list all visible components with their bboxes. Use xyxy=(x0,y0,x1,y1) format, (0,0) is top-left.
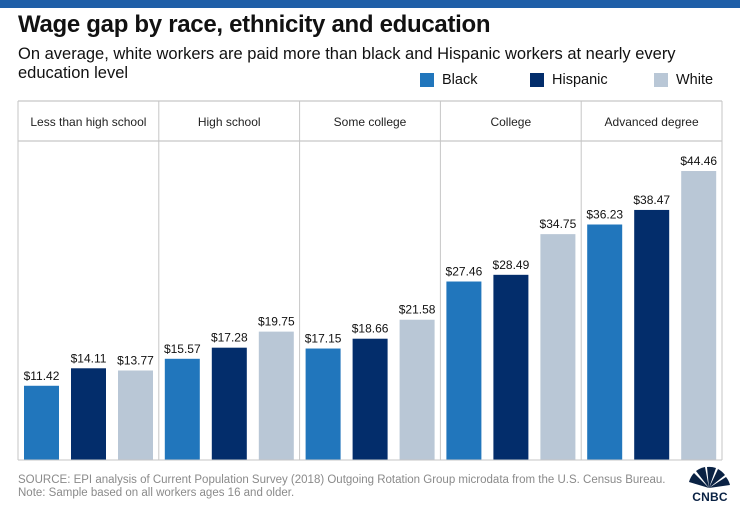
data-label-black: $15.57 xyxy=(164,342,201,356)
legend-swatch-hispanic xyxy=(530,73,544,87)
data-label-white: $21.58 xyxy=(399,303,436,317)
data-label-hispanic: $17.28 xyxy=(211,331,248,345)
data-label-white: $44.46 xyxy=(680,154,717,168)
data-label-white: $19.75 xyxy=(258,315,295,329)
source-text: SOURCE: EPI analysis of Current Populati… xyxy=(18,474,666,486)
data-label-black: $27.46 xyxy=(446,265,483,279)
bar-white xyxy=(681,171,717,460)
cnbc-peacock-icon xyxy=(689,466,730,488)
bar-black xyxy=(305,348,341,460)
data-label-white: $34.75 xyxy=(540,217,577,231)
top-accent-bar xyxy=(0,0,740,8)
category-label: Advanced degree xyxy=(605,115,699,129)
bar-white xyxy=(540,234,576,460)
bar-white xyxy=(258,331,294,460)
data-label-black: $36.23 xyxy=(586,208,623,222)
legend-label-white: White xyxy=(676,72,714,88)
legend-item-hispanic: Hispanic xyxy=(530,72,608,88)
legend-item-white: White xyxy=(654,72,713,88)
data-label-hispanic: $18.66 xyxy=(352,322,389,336)
legend: Black Hispanic White xyxy=(0,72,740,92)
data-label-white: $13.77 xyxy=(117,353,154,367)
chart-subtitle: On average, white workers are paid more … xyxy=(18,45,676,82)
legend-label-black: Black xyxy=(442,72,478,88)
legend-label-hispanic: Hispanic xyxy=(552,72,608,88)
bar-white xyxy=(118,370,153,460)
bar-white xyxy=(399,319,435,460)
category-label: Less than high school xyxy=(30,115,146,129)
bar-hispanic xyxy=(634,209,670,460)
category-label: Some college xyxy=(334,115,407,129)
bar-hispanic xyxy=(71,368,106,460)
data-label-black: $11.42 xyxy=(24,369,60,383)
legend-swatch-black xyxy=(420,73,434,87)
legend-swatch-white xyxy=(654,73,668,87)
bar-black xyxy=(164,358,200,460)
data-label-hispanic: $38.47 xyxy=(633,193,670,207)
chart-title: Wage gap by race, ethnicity and educatio… xyxy=(18,11,491,38)
bar-hispanic xyxy=(493,274,529,460)
bar-black xyxy=(446,281,482,460)
legend-item-black: Black xyxy=(420,72,477,88)
data-label-black: $17.15 xyxy=(305,332,342,346)
bar-black xyxy=(24,385,59,460)
note-text: Note: Sample based on all workers ages 1… xyxy=(18,487,295,499)
category-label: High school xyxy=(198,115,261,129)
category-label: College xyxy=(490,115,531,129)
data-label-hispanic: $28.49 xyxy=(493,258,530,272)
data-label-hispanic: $14.11 xyxy=(71,351,107,365)
bar-black xyxy=(587,224,623,460)
cnbc-logo-text: CNBC xyxy=(692,490,728,504)
bar-hispanic xyxy=(211,347,247,460)
bar-hispanic xyxy=(352,338,388,460)
footer: SOURCE: EPI analysis of Current Populati… xyxy=(18,474,666,500)
